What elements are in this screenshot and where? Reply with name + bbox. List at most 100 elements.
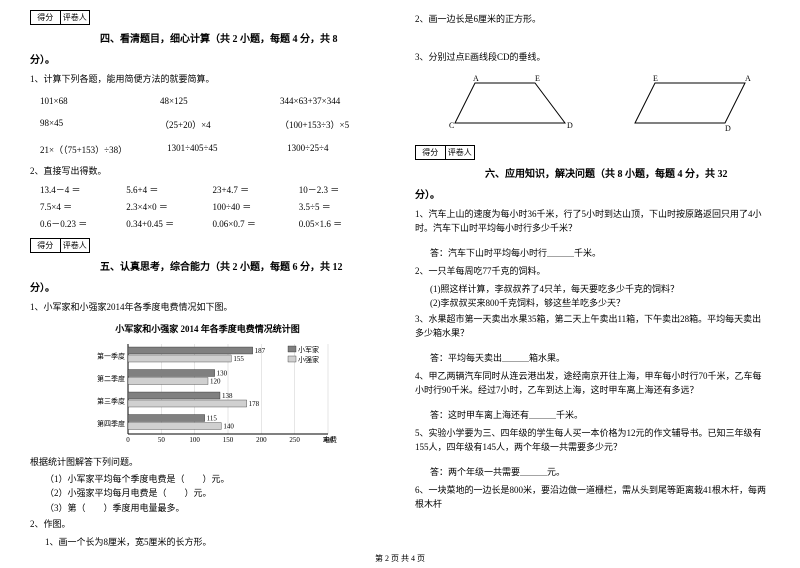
svg-text:130: 130 <box>216 369 227 377</box>
trapezoid-shape: A E C D <box>445 73 585 133</box>
score-label: 得分 <box>416 146 446 159</box>
label-A: A <box>473 74 479 83</box>
q5-1-1: （1）小军家平均每个季度电费是（ ）元。 <box>45 472 385 486</box>
chart-title: 小军家和小强家 2014 年各季度电费情况统计图 <box>30 322 385 335</box>
svg-text:150: 150 <box>222 436 233 444</box>
a6-3: 答：平均每天卖出＿＿＿箱水果。 <box>430 351 770 364</box>
left-column: 得分 评卷人 四、看清题目，细心计算（共 2 小题，每题 4 分，共 8 分）。… <box>30 10 385 549</box>
page-footer: 第 2 页 共 4 页 <box>0 549 800 568</box>
svg-text:第一季度: 第一季度 <box>97 351 125 360</box>
section-6-title: 六、应用知识，解决问题（共 8 小题，每题 4 分，共 32 <box>485 165 770 180</box>
calc-row-5: 7.5×4 ＝ 2.3×4×0 ＝ 100÷40 ＝ 3.5÷5 ＝ <box>40 200 385 213</box>
label-E: E <box>535 74 540 83</box>
svg-text:115: 115 <box>206 414 217 422</box>
calc: 2.3×4×0 ＝ <box>126 200 212 213</box>
q6-4: 4、甲乙两辆汽车同时从连云港出发，途经南京开往上海，甲车每小时行70千米，乙车每… <box>415 370 770 397</box>
parallelogram-shape: E A D <box>625 73 765 133</box>
q6-2a: (1)照这样计算，李叔叔养了4只羊，每天要吃多少千克的饲料？ <box>430 282 770 296</box>
q6-3: 3、水果超市第一天卖出水果35箱，第二天上午卖出11箱，下午卖出28箱。平均每天… <box>415 313 770 340</box>
q5-1: 1、小军家和小强家2014年各季度电费情况如下图。 <box>30 301 385 315</box>
svg-text:第三季度: 第三季度 <box>97 396 125 405</box>
calc: 23+4.7 ＝ <box>213 183 299 196</box>
bar-chart: 050100150200250300第一季度187155第二季度130120第三… <box>78 339 338 449</box>
svg-text:100: 100 <box>189 436 200 444</box>
calc: 101×68 <box>40 96 120 106</box>
calc-row-4: 13.4－4 ＝ 5.6+4 ＝ 23+4.7 ＝ 10－2.3 ＝ <box>40 183 385 196</box>
a6-4: 答：这时甲车离上海还有＿＿＿千米。 <box>430 408 770 421</box>
calc: 21×（（75+153）÷38） <box>40 143 127 156</box>
calc: 10－2.3 ＝ <box>299 183 385 196</box>
right-column: 2、画一边长是6厘米的正方形。 3、分别过点E画线段CD的垂线。 A E C D… <box>415 10 770 549</box>
label-E: E <box>653 74 658 83</box>
svg-text:小军家: 小军家 <box>298 345 319 354</box>
q5-1-2: （2）小强家平均每月电费是（ ）元。 <box>45 486 385 500</box>
label-D: D <box>567 121 573 130</box>
calc: 13.4－4 ＝ <box>40 183 126 196</box>
calc-row-1: 101×68 48×125 344×63+37×344 <box>40 96 385 106</box>
calc: 0.05×1.6 ＝ <box>299 217 385 230</box>
q5-2: 2、作图。 <box>30 518 385 532</box>
r-q3: 3、分别过点E画线段CD的垂线。 <box>415 51 770 65</box>
svg-text:50: 50 <box>157 436 165 444</box>
section-5-title-tail: 分）。 <box>30 279 385 294</box>
calc: 100÷40 ＝ <box>213 200 299 213</box>
calc: 1301÷405÷45 <box>167 143 247 156</box>
calc: （25+20）×4 <box>160 118 240 131</box>
calc: 48×125 <box>160 96 240 106</box>
q6-6: 6、一块菜地的一边长是800米，要沿边做一道栅栏，需从头到尾等距离栽41根木杆，… <box>415 484 770 511</box>
r-q2: 2、画一边长是6厘米的正方形。 <box>415 13 770 27</box>
a6-1: 答：汽车下山时平均每小时行＿＿＿千米。 <box>430 246 770 259</box>
q4-1: 1、计算下列各题，能用简便方法的就要简算。 <box>30 73 385 87</box>
svg-text:187: 187 <box>254 347 265 355</box>
calc: 0.06×0.7 ＝ <box>213 217 299 230</box>
section-4-title-tail: 分）。 <box>30 51 385 66</box>
svg-text:155: 155 <box>233 355 244 363</box>
svg-text:第四季度: 第四季度 <box>97 418 125 427</box>
section-4-title: 四、看清题目，细心计算（共 2 小题，每题 4 分，共 8 <box>100 30 385 45</box>
q6-5: 5、实验小学要为三、四年级的学生每人买一本价格为12元的作文辅导书。已知三年级有… <box>415 427 770 454</box>
calc: 5.6+4 ＝ <box>126 183 212 196</box>
grader-label: 评卷人 <box>61 239 90 252</box>
q6-2b: (2)李叔叔买来800千克饲料，够这些羊吃多少天？ <box>430 296 770 310</box>
calc: 344×63+37×344 <box>280 96 360 106</box>
calc: 0.34+0.45 ＝ <box>126 217 212 230</box>
calc-row-2: 98×45 （25+20）×4 （100+153÷3）×5 <box>40 118 385 131</box>
calc-row-3: 21×（（75+153）÷38） 1301÷405÷45 1300÷25÷4 <box>40 143 385 156</box>
calc: 3.5÷5 ＝ <box>299 200 385 213</box>
grader-label: 评卷人 <box>446 146 475 159</box>
svg-text:小强家: 小强家 <box>298 355 319 364</box>
q6-1: 1、汽车上山的速度为每小时36千米，行了5小时到达山顶，下山时按原路返回只用了4… <box>415 208 770 235</box>
q4-2: 2、直接写出得数。 <box>30 165 385 179</box>
q5-2a: 1、画一个长为8厘米，宽5厘米的长方形。 <box>45 535 385 549</box>
page-body: 得分 评卷人 四、看清题目，细心计算（共 2 小题，每题 4 分，共 8 分）。… <box>0 0 800 549</box>
svg-text:140: 140 <box>223 422 234 430</box>
chart-sub-intro: 根据统计图解答下列问题。 <box>30 456 385 470</box>
calc: 1300÷25÷4 <box>287 143 367 156</box>
section-6-title-tail: 分）。 <box>415 186 770 201</box>
svg-text:138: 138 <box>222 392 233 400</box>
score-label: 得分 <box>31 11 61 24</box>
calc: （100+153÷3）×5 <box>280 118 360 131</box>
q5-1-3: （3）第（ ）季度用电量最多。 <box>45 501 385 515</box>
score-box: 得分 评卷人 <box>30 10 90 25</box>
svg-text:250: 250 <box>289 436 300 444</box>
svg-text:120: 120 <box>210 377 221 385</box>
calc: 0.6－0.23 ＝ <box>40 217 126 230</box>
shapes-row: A E C D E A D <box>445 73 770 133</box>
svg-text:电费（元）: 电费（元） <box>323 435 338 444</box>
svg-text:第二季度: 第二季度 <box>97 373 125 382</box>
score-box: 得分 评卷人 <box>415 145 475 160</box>
calc: 98×45 <box>40 118 120 131</box>
calc: 7.5×4 ＝ <box>40 200 126 213</box>
svg-text:0: 0 <box>126 436 130 444</box>
a6-5: 答：两个年级一共需要＿＿＿元。 <box>430 465 770 478</box>
label-C: C <box>449 121 454 130</box>
label-A: A <box>745 74 751 83</box>
score-box: 得分 评卷人 <box>30 238 90 253</box>
label-D: D <box>725 124 731 133</box>
score-label: 得分 <box>31 239 61 252</box>
q6-2: 2、一只羊每周吃77千克的饲料。 <box>415 265 770 279</box>
grader-label: 评卷人 <box>61 11 90 24</box>
section-5-title: 五、认真思考，综合能力（共 2 小题，每题 6 分，共 12 <box>100 258 385 273</box>
svg-text:178: 178 <box>248 400 259 408</box>
